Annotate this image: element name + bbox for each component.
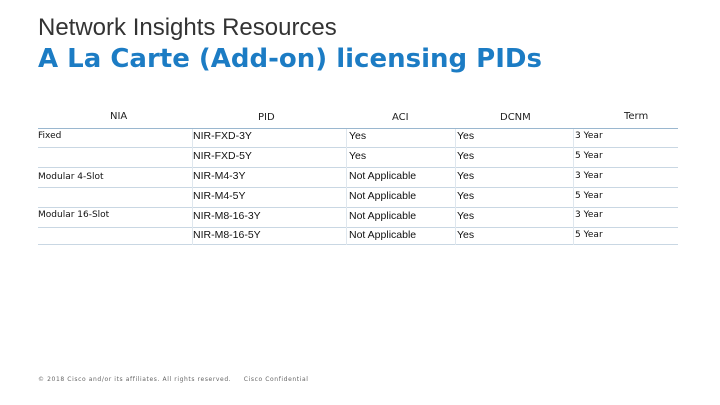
copyright-notice: © 2018 Cisco and/or its affiliates. All … [38, 376, 232, 383]
header-rule [38, 128, 678, 129]
row-divider [38, 167, 678, 168]
column-divider [192, 129, 193, 245]
cell-nia: Modular 4-Slot [38, 172, 104, 182]
row-divider [38, 187, 678, 188]
row-divider [38, 147, 678, 148]
cell-term: 3 Year [575, 171, 603, 181]
cell-aci: Not Applicable [349, 190, 417, 202]
column-divider [455, 129, 456, 245]
cell-term: 5 Year [575, 230, 603, 240]
cell-pid: NIR-FXD-3Y [193, 130, 252, 142]
column-header-aci: ACI [392, 112, 409, 123]
cell-aci: Yes [349, 130, 367, 142]
cell-pid: NIR-M8-16-5Y [193, 229, 261, 241]
slide-subtitle: Network Insights Resources [38, 14, 337, 41]
row-divider [38, 244, 678, 245]
footer: © 2018 Cisco and/or its affiliates. All … [38, 376, 319, 383]
column-header-nia: NIA [110, 111, 128, 122]
column-header-pid: PID [258, 112, 275, 123]
cell-pid: NIR-M4-5Y [193, 190, 246, 202]
cell-term: 3 Year [575, 131, 603, 141]
cell-pid: NIR-M8-16-3Y [193, 210, 261, 222]
cell-dcnm: Yes [457, 229, 475, 241]
cell-pid: NIR-M4-3Y [193, 170, 246, 182]
cell-dcnm: Yes [457, 150, 475, 162]
row-divider [38, 207, 678, 208]
row-divider [38, 227, 678, 228]
column-divider [573, 129, 574, 245]
slide-title: A La Carte (Add-on) licensing PIDs [38, 44, 542, 74]
column-divider [346, 129, 347, 245]
cell-dcnm: Yes [457, 210, 475, 222]
cell-pid: NIR-FXD-5Y [193, 150, 252, 162]
cell-aci: Yes [349, 150, 367, 162]
cell-aci: Not Applicable [349, 229, 417, 241]
cell-dcnm: Yes [457, 170, 475, 182]
column-header-term: Term [624, 111, 649, 122]
cell-aci: Not Applicable [349, 210, 417, 222]
cell-dcnm: Yes [457, 190, 475, 202]
confidential-label: Cisco Confidential [243, 376, 309, 383]
cell-nia: Modular 16-Slot [38, 210, 110, 220]
column-header-dcnm: DCNM [500, 112, 531, 123]
cell-nia: Fixed [38, 131, 62, 141]
cell-aci: Not Applicable [349, 170, 417, 182]
licensing-table: NIA PID ACI DCNM Term Fixed NIR-FXD-3Y Y… [38, 104, 678, 245]
cell-term: 5 Year [575, 151, 603, 161]
cell-term: 3 Year [575, 210, 603, 220]
cell-dcnm: Yes [457, 130, 475, 142]
cell-term: 5 Year [575, 191, 603, 201]
